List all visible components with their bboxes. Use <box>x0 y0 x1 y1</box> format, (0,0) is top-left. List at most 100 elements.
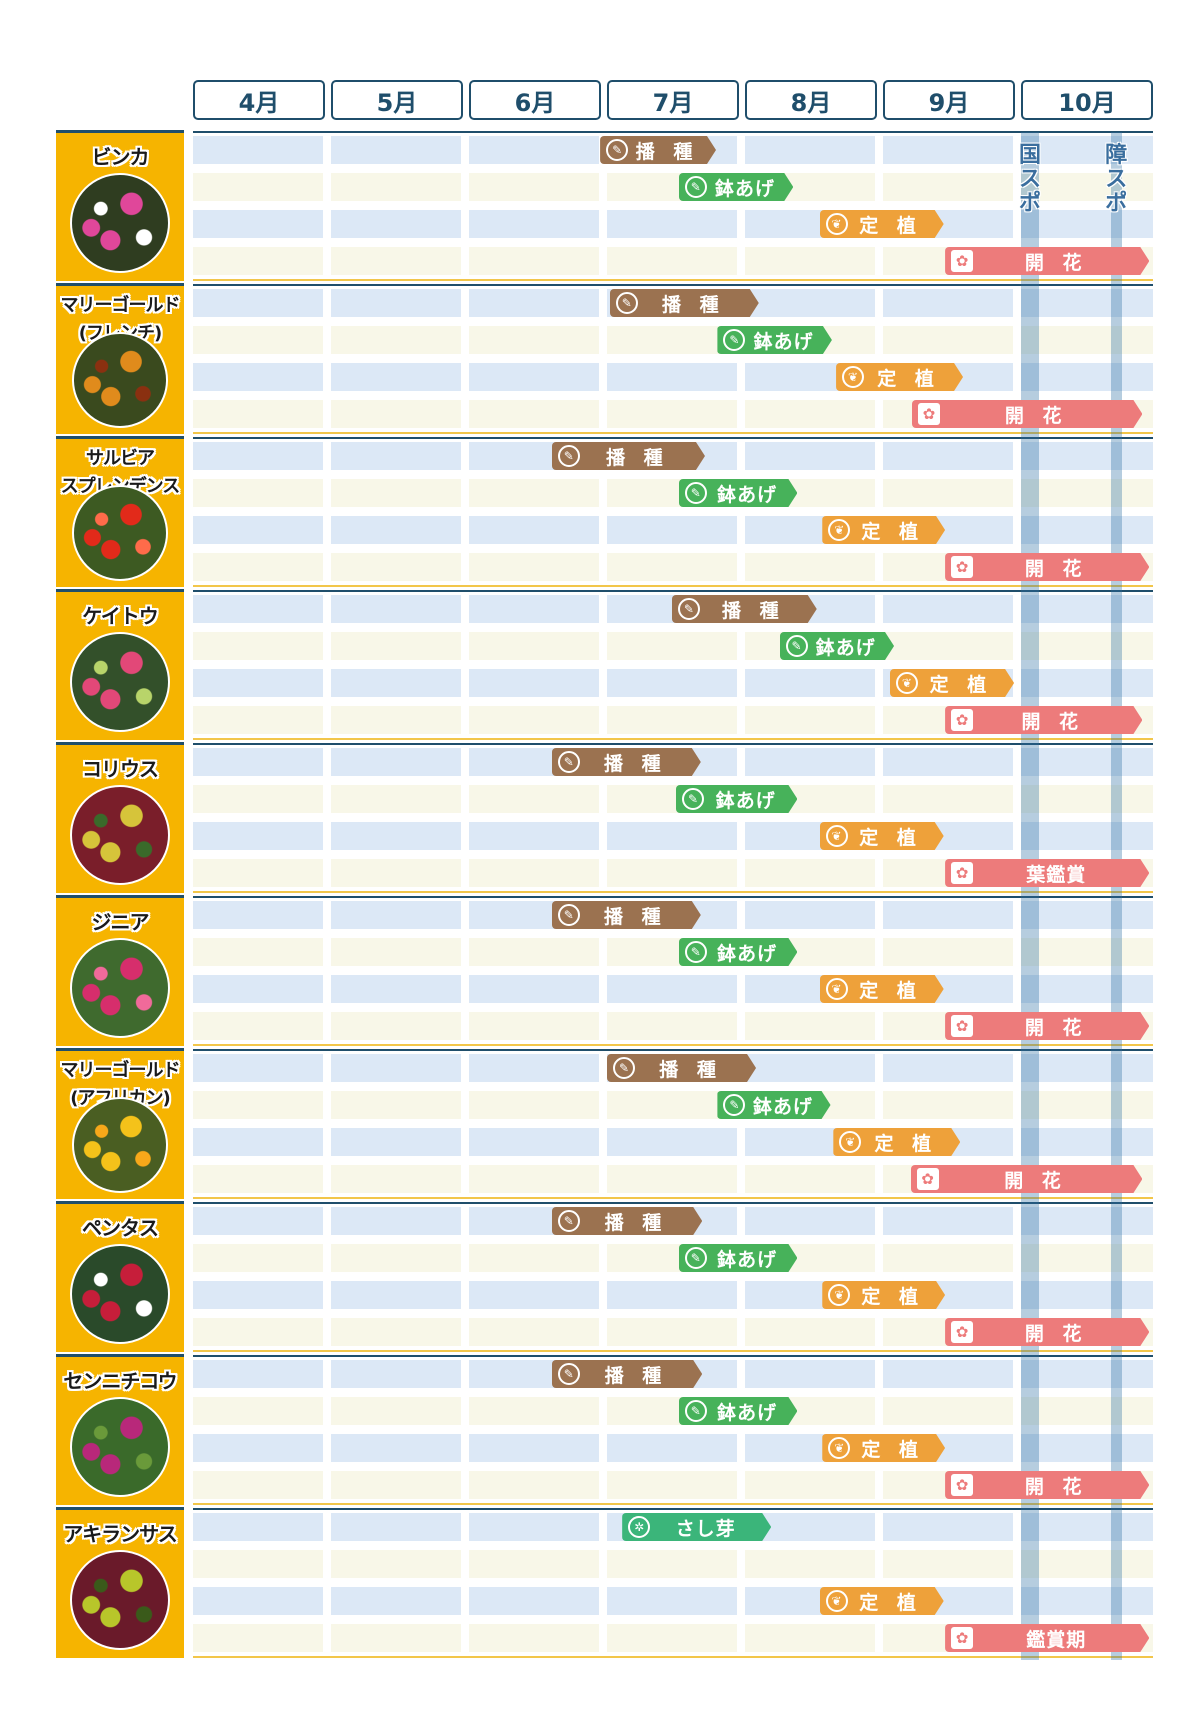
plant-photo <box>70 938 170 1038</box>
stage-label: 定 植 <box>929 673 993 696</box>
stage-bar-potting: ✎ 鉢あげ <box>679 1244 798 1272</box>
plant-name: ビンカ <box>91 145 150 169</box>
grid-column-gap <box>737 1054 745 1193</box>
grid-column-gap <box>1013 1207 1021 1346</box>
leaf-icon: ❦ <box>896 672 918 694</box>
grid-row <box>193 173 1153 201</box>
group-separator-accent <box>193 1503 1153 1505</box>
stage-label: 鉢あげ <box>717 942 778 965</box>
month-header: 10月 <box>1021 80 1153 120</box>
stage-bar-blooming: ✿ 鑑賞期 <box>945 1624 1149 1652</box>
grid-column-gap <box>599 1360 607 1499</box>
stage-label: 播 種 <box>604 905 667 928</box>
group-separator <box>193 437 1153 439</box>
grid-column-gap <box>599 748 607 887</box>
trowel-icon: ✎ <box>685 1247 707 1269</box>
stage-bar-sowing: ✎ 播 種 <box>552 1360 702 1388</box>
grid-row <box>193 210 1153 238</box>
plant-panel: ケイトウ <box>56 589 184 740</box>
plant-name: センニチコウ <box>63 1369 177 1393</box>
stage-bar-planting: ❦ 定 植 <box>820 210 944 238</box>
grid-row <box>193 975 1153 1003</box>
seed-icon: ✎ <box>558 904 580 926</box>
trowel-icon: ✎ <box>685 941 707 963</box>
plant-name: ペンタス <box>82 1216 159 1240</box>
seed-icon: ✎ <box>616 292 638 314</box>
grid-row <box>193 363 1153 391</box>
stage-bar-potting: ✎ 鉢あげ <box>679 479 798 507</box>
plant-name: ジニア <box>91 910 150 934</box>
event-period-band <box>1021 132 1039 1660</box>
grid-row <box>193 1128 1153 1156</box>
stage-bar-sowing: ✎ 播 種 <box>552 748 701 776</box>
group-separator <box>193 590 1153 592</box>
event-period-band <box>1110 132 1122 1660</box>
month-header: 6月 <box>469 80 601 120</box>
leaf-icon: ❦ <box>826 213 848 235</box>
trowel-icon: ✎ <box>786 635 808 657</box>
grid-column-gap <box>599 442 607 581</box>
trowel-icon: ✎ <box>723 1094 745 1116</box>
grid-column-gap <box>323 136 331 275</box>
plant-photo <box>70 173 170 273</box>
stage-bar-blooming: ✿ 開 花 <box>945 1318 1149 1346</box>
stage-label: さし芽 <box>675 1517 736 1540</box>
stage-label: 播 種 <box>659 1058 722 1081</box>
group-separator-accent <box>193 1350 1153 1352</box>
grid-column-gap <box>323 1360 331 1499</box>
stage-label: 鉢あげ <box>717 1248 778 1271</box>
stage-bar-planting: ❦ 定 植 <box>820 1587 944 1615</box>
grid-column-gap <box>737 136 745 275</box>
stage-bar-potting: ✎ 鉢あげ <box>676 785 797 813</box>
group-separator-accent <box>193 1197 1153 1199</box>
month-header: 8月 <box>745 80 877 120</box>
seed-icon: ✎ <box>558 751 580 773</box>
stage-bar-blooming: ✿ 葉鑑賞 <box>945 859 1149 887</box>
stage-bar-sowing: ✎ 播 種 <box>552 1207 702 1235</box>
month-header: 7月 <box>607 80 739 120</box>
flower-icon: ✿ <box>951 1627 973 1649</box>
stage-bar-planting: ❦ 定 植 <box>822 516 945 544</box>
trowel-icon: ✎ <box>723 329 745 351</box>
grid-column-gap <box>599 1513 607 1652</box>
grid-row <box>193 938 1153 966</box>
stage-label: 播 種 <box>604 752 667 775</box>
stage-label: 鉢あげ <box>717 1401 778 1424</box>
plant-photo <box>72 485 168 581</box>
grid-column-gap <box>461 1207 469 1346</box>
plant-photo <box>72 332 168 428</box>
grid-column-gap <box>737 442 745 581</box>
plant-photo <box>70 1550 170 1650</box>
grid-column-gap <box>323 442 331 581</box>
group-separator-accent <box>193 279 1153 281</box>
stage-bar-sowing: ✎ 播 種 <box>600 136 716 164</box>
flower-icon: ✿ <box>951 556 973 578</box>
leaf-icon: ❦ <box>826 825 848 847</box>
grid-row <box>193 1550 1153 1578</box>
grid-column-gap <box>737 595 745 734</box>
grid-column-gap <box>737 748 745 887</box>
grid-column-gap <box>1013 1360 1021 1499</box>
stage-label: 播 種 <box>604 1364 668 1387</box>
grid-column-gap <box>599 595 607 734</box>
grid-column-gap <box>737 1360 745 1499</box>
grid-column-gap <box>323 595 331 734</box>
stage-bar-blooming: ✿ 開 花 <box>945 1012 1149 1040</box>
stage-bar-potting: ✎ 鉢あげ <box>679 938 798 966</box>
grid-column-gap <box>323 901 331 1040</box>
leaf-icon: ❦ <box>826 1590 848 1612</box>
stage-label: 鉢あげ <box>752 1095 813 1118</box>
plant-panel: ビンカ <box>56 130 184 281</box>
grid-column-gap <box>875 901 883 1040</box>
grid-row <box>193 326 1153 354</box>
grid-row <box>193 1244 1153 1272</box>
group-separator <box>193 1355 1153 1357</box>
stage-label: 鑑賞期 <box>1026 1628 1087 1651</box>
flower-icon: ✿ <box>951 1474 973 1496</box>
stage-bar-planting: ❦ 定 植 <box>820 975 944 1003</box>
stage-label: 定 植 <box>874 1132 938 1155</box>
stage-bar-planting: ❦ 定 植 <box>822 1281 945 1309</box>
stage-bar-blooming: ✿ 開 花 <box>945 553 1149 581</box>
grid-column-gap <box>875 1054 883 1193</box>
grid-column-gap <box>461 1360 469 1499</box>
